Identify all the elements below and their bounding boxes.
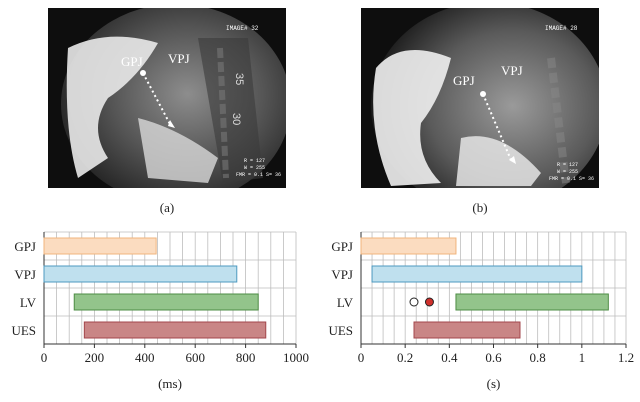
bar-vpj bbox=[43, 265, 238, 283]
gpj-label: GPJ bbox=[453, 73, 475, 88]
overlay-r-value: R = 127 bbox=[557, 162, 578, 168]
x-tick-label: 0.6 bbox=[485, 350, 502, 365]
bar-gpj bbox=[43, 237, 157, 255]
category-label: GPJ bbox=[331, 239, 353, 254]
category-label: LV bbox=[20, 295, 37, 310]
bar-ues bbox=[83, 321, 267, 339]
x-tick-label: 1.2 bbox=[618, 350, 634, 365]
caption-a: (a) bbox=[159, 200, 175, 215]
x-tick-label: 0.2 bbox=[397, 350, 413, 365]
bar-lv bbox=[73, 293, 259, 311]
bar-ues bbox=[413, 321, 521, 339]
bar-vpj bbox=[371, 265, 583, 283]
category-label: LV bbox=[337, 295, 354, 310]
bar-gpj bbox=[360, 237, 457, 255]
vpj-label: VPJ bbox=[501, 63, 523, 78]
caption-b: (b) bbox=[472, 200, 488, 215]
overlay-ruler-35: 35 bbox=[233, 73, 245, 85]
bar-lv bbox=[455, 293, 609, 311]
x-tick-label: 0.4 bbox=[441, 350, 458, 365]
overlay-r-value: R = 127 bbox=[244, 158, 265, 164]
overlay-image-number: IMAGE# 32 bbox=[226, 25, 259, 32]
timeline-chart-a: 0 200 400 600 800 1000 (ms) GPJ VPJ LV UES bbox=[11, 231, 309, 391]
x-axis-label: (ms) bbox=[158, 376, 182, 391]
x-tick-label: 0 bbox=[358, 350, 365, 365]
xray-image-b: GPJ VPJ IMAGE# 28 R = 127 W = 255 FMR = … bbox=[361, 8, 599, 188]
overlay-fmr-value: FMR = 0.1 S= 36 bbox=[549, 176, 594, 182]
overlay-w-value: W = 255 bbox=[244, 165, 265, 171]
category-label: GPJ bbox=[14, 239, 36, 254]
vpj-label: VPJ bbox=[168, 51, 190, 66]
x-tick-label: 0 bbox=[41, 350, 48, 365]
x-tick-label: 1000 bbox=[283, 350, 309, 365]
gpj-label: GPJ bbox=[121, 54, 143, 69]
category-label: UES bbox=[11, 323, 36, 338]
marker-point bbox=[424, 297, 434, 307]
category-label: UES bbox=[328, 323, 353, 338]
overlay-ruler-30: 30 bbox=[230, 113, 242, 125]
timeline-chart-b: 0 0.2 0.4 0.6 0.8 1 1.2 (s) GPJ VPJ LV UES bbox=[328, 231, 634, 391]
x-tick-label: 400 bbox=[135, 350, 155, 365]
xray-image-a: GPJ VPJ IMAGE# 32 35 30 R = 127 W = 255 … bbox=[48, 8, 286, 188]
x-tick-label: 600 bbox=[185, 350, 205, 365]
overlay-fmr-value: FMR = 0.1 S= 36 bbox=[236, 172, 281, 178]
category-label: VPJ bbox=[14, 267, 36, 282]
x-tick-label: 1 bbox=[579, 350, 586, 365]
overlay-image-number: IMAGE# 28 bbox=[545, 25, 578, 32]
overlay-w-value: W = 255 bbox=[557, 169, 578, 175]
marker-point bbox=[409, 297, 419, 307]
category-label: VPJ bbox=[331, 267, 353, 282]
x-tick-label: 0.8 bbox=[530, 350, 546, 365]
x-tick-label: 200 bbox=[85, 350, 105, 365]
x-axis-label: (s) bbox=[487, 376, 501, 391]
x-tick-label: 800 bbox=[236, 350, 256, 365]
